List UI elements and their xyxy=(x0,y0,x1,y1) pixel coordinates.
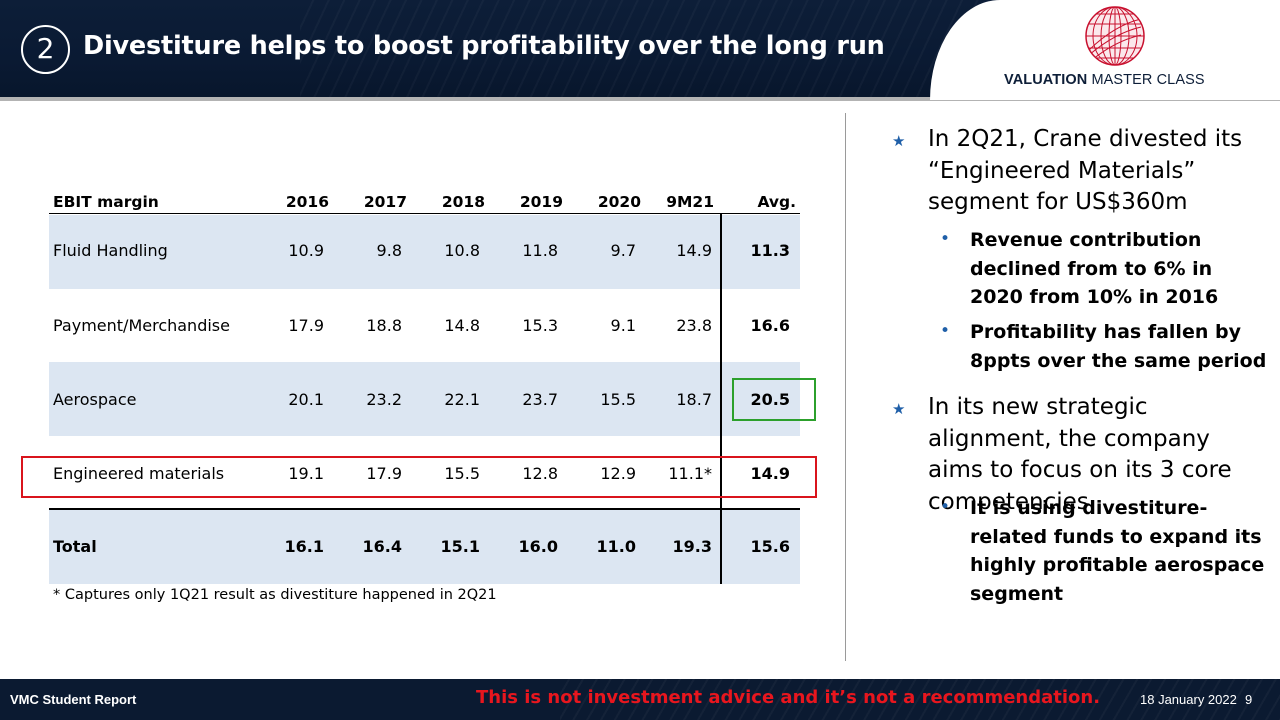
avg-cell: 15.6 xyxy=(750,537,790,556)
table-cell: 9.7 xyxy=(610,241,636,260)
table-cell: 11.1* xyxy=(668,464,712,483)
table-cell: 16.0 xyxy=(518,537,558,556)
table-cell: 17.9 xyxy=(288,316,324,335)
row-label: Payment/Merchandise xyxy=(53,316,230,335)
total-row-divider xyxy=(49,508,800,510)
table-cell: 19.1 xyxy=(288,464,324,483)
slide-title: Divestiture helps to boost profitability… xyxy=(83,31,885,61)
total-row: Total 16.1 16.4 15.1 16.0 11.0 19.3 15.6 xyxy=(49,510,800,584)
avg-cell: 20.5 xyxy=(750,390,790,409)
column-header: EBIT margin xyxy=(53,193,159,211)
table-cell: 23.2 xyxy=(366,390,402,409)
table-header-row: EBIT margin 2016 2017 2018 2019 2020 9M2… xyxy=(49,190,800,214)
row-label: Total xyxy=(53,537,97,556)
table-cell: 10.8 xyxy=(444,241,480,260)
table-row: Aerospace 20.1 23.2 22.1 23.7 15.5 18.7 … xyxy=(49,362,800,436)
column-header: Avg. xyxy=(757,193,796,211)
table-footnote: * Captures only 1Q21 result as divestitu… xyxy=(53,587,497,603)
table-row: Payment/Merchandise 17.9 18.8 14.8 15.3 … xyxy=(49,289,800,363)
column-header: 2020 xyxy=(597,193,641,211)
section-number-badge: 2 xyxy=(21,25,70,74)
logo-wordmark-rest: MASTER CLASS xyxy=(1087,72,1205,88)
table-cell: 9.1 xyxy=(610,316,636,335)
table-cell: 17.9 xyxy=(366,464,402,483)
column-header: 2016 xyxy=(285,193,329,211)
avg-cell: 16.6 xyxy=(750,316,790,335)
table-row: Engineered materials 19.1 17.9 15.5 12.8… xyxy=(49,436,800,510)
table-cell: 20.1 xyxy=(288,390,324,409)
table-cell: 15.5 xyxy=(600,390,636,409)
column-header: 9M21 xyxy=(666,193,714,211)
page-number: 9 xyxy=(1245,692,1253,707)
table-cell: 14.8 xyxy=(444,316,480,335)
header-divider xyxy=(0,97,1280,101)
engineered-materials-highlight xyxy=(21,456,817,498)
table-cell: 19.3 xyxy=(672,537,712,556)
avg-cell: 14.9 xyxy=(750,464,790,483)
row-label: Fluid Handling xyxy=(53,241,168,260)
table-cell: 12.8 xyxy=(522,464,558,483)
table-cell: 12.9 xyxy=(600,464,636,483)
star-bullet-icon: ★ xyxy=(892,400,906,418)
sub-bullet-text: It is using divestiture-related funds to… xyxy=(970,497,1265,605)
table-cell: 23.7 xyxy=(522,390,558,409)
table-cell: 11.0 xyxy=(596,537,636,556)
column-header: 2017 xyxy=(363,193,407,211)
bullet-text: In its new strategic alignment, the comp… xyxy=(928,394,1232,515)
column-header: 2018 xyxy=(441,193,485,211)
vertical-divider xyxy=(845,113,846,661)
sub-bullet-text: Profitability has fallen by 8ppts over t… xyxy=(970,321,1267,372)
bullet-text: In 2Q21, Crane divested its “Engineered … xyxy=(928,126,1243,215)
star-bullet-icon: ★ xyxy=(892,132,906,150)
table-cell: 16.1 xyxy=(284,537,324,556)
sub-bullet-text: Revenue contribution declined from to 6%… xyxy=(970,229,1219,308)
table-cell: 22.1 xyxy=(444,390,480,409)
slide-header: 2 Divestiture helps to boost profitabili… xyxy=(0,0,1280,101)
dot-bullet-icon: • xyxy=(940,497,951,517)
row-label: Engineered materials xyxy=(53,464,225,483)
table-cell: 14.9 xyxy=(676,241,712,260)
aerospace-avg-highlight xyxy=(732,378,816,421)
table-cell: 15.5 xyxy=(444,464,480,483)
table-row: Fluid Handling 10.9 9.8 10.8 11.8 9.7 14… xyxy=(49,215,800,289)
column-header: 2019 xyxy=(519,193,563,211)
report-date: 18 January 2022 xyxy=(1140,692,1237,707)
table-cell: 15.1 xyxy=(440,537,480,556)
avg-column-divider xyxy=(720,214,722,584)
table-cell: 23.8 xyxy=(676,316,712,335)
logo-wordmark: VALUATION MASTER CLASS xyxy=(1004,72,1230,88)
avg-cell: 11.3 xyxy=(750,241,790,260)
disclaimer: This is not investment advice and it’s n… xyxy=(476,687,1101,708)
logo-wordmark-bold: VALUATION xyxy=(1004,72,1088,88)
table-cell: 10.9 xyxy=(288,241,324,260)
report-label: VMC Student Report xyxy=(10,692,137,707)
dot-bullet-icon: • xyxy=(940,229,951,249)
dot-bullet-icon: • xyxy=(940,321,951,341)
table-cell: 16.4 xyxy=(362,537,402,556)
table-cell: 18.7 xyxy=(676,390,712,409)
table-cell: 15.3 xyxy=(522,316,558,335)
row-label: Aerospace xyxy=(53,390,137,409)
table-cell: 11.8 xyxy=(522,241,558,260)
slide-footer: VMC Student Report This is not investmen… xyxy=(0,679,1280,720)
globe-logo-icon xyxy=(1085,6,1145,66)
table-cell: 9.8 xyxy=(376,241,402,260)
table-cell: 18.8 xyxy=(366,316,402,335)
